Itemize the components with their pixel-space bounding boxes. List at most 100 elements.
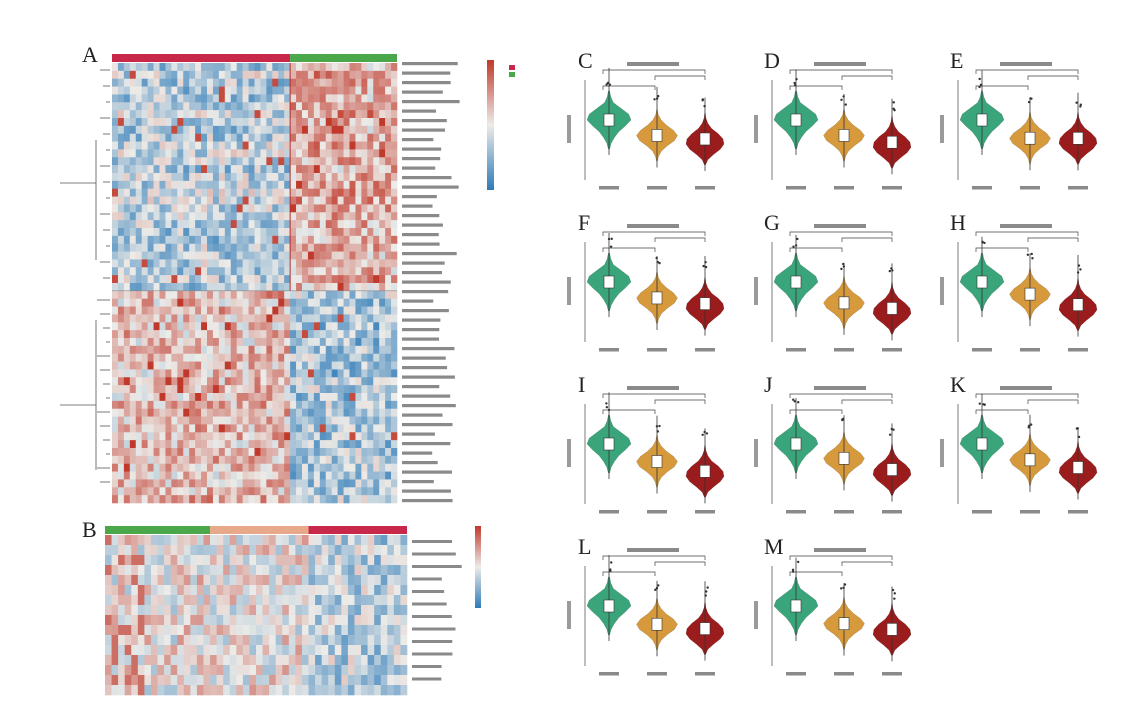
heatmap-a-row-label	[402, 185, 459, 189]
heatmap-b-cell	[144, 535, 152, 546]
heatmap-b-cell	[190, 615, 198, 626]
heatmap-a-row-label	[402, 62, 458, 66]
heatmap-a-cell	[248, 188, 255, 197]
heatmap-a-cell	[278, 157, 285, 166]
heatmap-a-cell	[207, 283, 214, 292]
heatmap-a-cell	[201, 338, 208, 347]
heatmap-a-cell	[177, 133, 184, 142]
heatmap-a-cell	[159, 463, 166, 472]
heatmap-a-cell	[201, 204, 208, 213]
heatmap-a-cell	[135, 275, 142, 284]
violin-x-tick-label	[786, 672, 806, 676]
heatmap-a-cell	[112, 322, 119, 331]
heatmap-a-cell	[355, 157, 362, 166]
heatmap-b-cell	[256, 665, 263, 676]
heatmap-a-cell	[224, 70, 232, 80]
heatmap-a-cell	[343, 78, 350, 87]
heatmap-a-cell	[337, 110, 344, 119]
heatmap-a-cell	[224, 259, 232, 268]
heatmap-b-cell	[216, 575, 224, 586]
heatmap-a-cell	[218, 298, 226, 307]
heatmap-a-cell	[296, 353, 303, 362]
heatmap-a-cell	[248, 408, 255, 417]
heatmap-b-cell	[216, 675, 224, 686]
heatmap-a-cell	[189, 448, 196, 457]
heatmap-a-cell	[153, 251, 160, 260]
heatmap-a-cell	[165, 94, 172, 103]
heatmap-a-cell	[177, 330, 184, 339]
heatmap-a-cell	[236, 251, 243, 260]
heatmap-a-cell	[367, 63, 374, 72]
heatmap-b-cell	[164, 605, 171, 616]
heatmap-a-cell	[177, 204, 184, 213]
heatmap-b-cell	[223, 665, 231, 676]
heatmap-a-cell	[307, 353, 315, 362]
heatmap-a-cell	[230, 63, 237, 72]
heatmap-a-cell	[165, 471, 172, 480]
heatmap-a-cell	[260, 86, 267, 95]
heatmap-a-cell	[248, 432, 255, 441]
heatmap-a-cell	[325, 338, 332, 347]
heatmap-a-cell	[361, 267, 368, 276]
heatmap-a-cell	[379, 479, 386, 488]
heatmap-b-cell	[131, 625, 139, 636]
heatmap-a-cell	[242, 188, 249, 197]
heatmap-a-cell	[278, 400, 285, 410]
heatmap-b-cell	[269, 675, 276, 686]
heatmap-a-cell	[195, 251, 202, 260]
heatmap-a-cell	[296, 314, 303, 323]
violin-outlier	[1030, 97, 1033, 100]
heatmap-b-cell	[242, 555, 250, 566]
heatmap-a-cell	[123, 345, 131, 355]
heatmap-b-cell	[164, 535, 171, 546]
heatmap-a-cell	[260, 463, 267, 472]
heatmap-b-cell	[150, 635, 158, 646]
heatmap-a-cell	[218, 165, 226, 174]
heatmap-a-cell	[272, 125, 279, 135]
heatmap-a-cell	[313, 385, 321, 394]
heatmap-a-cell	[153, 416, 160, 425]
heatmap-b-cell	[223, 635, 231, 646]
heatmap-b-cell	[131, 565, 139, 576]
heatmap-a-cell	[385, 377, 392, 386]
heatmap-a-cell	[248, 204, 255, 213]
heatmap-a-cell	[391, 141, 398, 150]
heatmap-a-cell	[153, 385, 160, 394]
heatmap-a-cell	[307, 94, 315, 103]
heatmap-b-cell	[203, 625, 211, 636]
heatmap-b-cell	[137, 635, 145, 646]
heatmap-a-cell	[373, 212, 380, 221]
violin-outlier	[842, 586, 845, 589]
heatmap-b-cell	[177, 585, 185, 596]
heatmap-a-cell	[171, 338, 178, 347]
heatmap-a-cell	[153, 275, 160, 284]
heatmap-a-cell	[177, 432, 184, 441]
heatmap-a-cell	[355, 487, 362, 496]
heatmap-a-cell	[141, 393, 148, 402]
heatmap-b-cell	[354, 565, 362, 576]
heatmap-a-cell	[183, 338, 190, 347]
heatmap-a-cell	[379, 408, 386, 417]
heatmap-a-cell	[313, 495, 321, 504]
heatmap-b-cell	[229, 635, 237, 646]
heatmap-a-cell	[177, 94, 184, 103]
heatmap-a-cell	[147, 173, 154, 182]
heatmap-a-row-label	[402, 252, 457, 256]
heatmap-a-cell	[147, 235, 154, 245]
heatmap-a-cell	[171, 165, 178, 174]
panel-letter-k: K	[950, 372, 966, 397]
violin-box	[886, 135, 898, 149]
heatmap-a-cell	[236, 361, 243, 370]
heatmap-a-cell	[284, 487, 291, 496]
heatmap-a-cell	[207, 102, 214, 111]
heatmap-a-cell	[379, 228, 386, 237]
heatmap-a-cell	[290, 243, 297, 252]
heatmap-a-cell	[254, 141, 261, 150]
heatmap-a-cell	[112, 440, 119, 449]
heatmap-a-cell	[260, 102, 267, 111]
heatmap-a-cell	[272, 298, 279, 307]
heatmap-a-cell	[171, 455, 178, 465]
heatmap-a-cell	[183, 157, 190, 166]
heatmap-a-cell	[195, 338, 202, 347]
heatmap-a-cell	[325, 125, 332, 135]
